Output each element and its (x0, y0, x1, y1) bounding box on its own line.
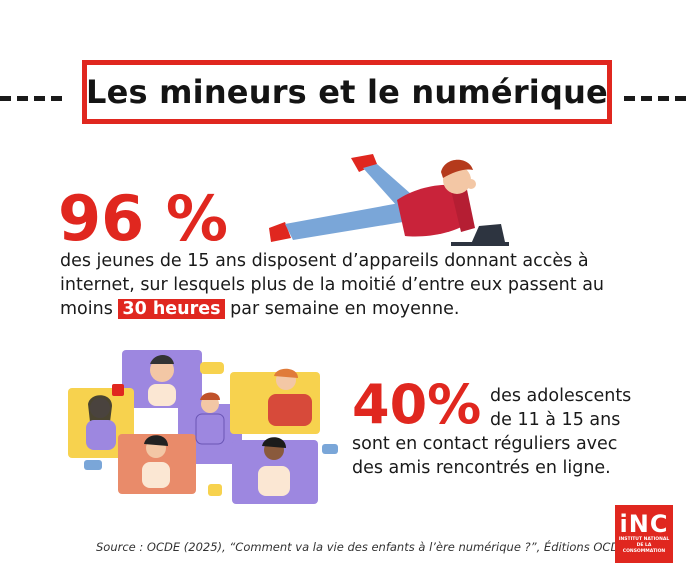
stat-contacts-lines-bottom: sont en contact réguliers avec des amis r… (352, 432, 617, 480)
logo-line-1: INSTITUT NATIONAL (618, 537, 670, 542)
right-dashed-line (624, 96, 692, 101)
video-call-friends-illustration (68, 350, 338, 504)
logo-brand: iNC (619, 510, 669, 538)
title-box: Les mineurs et le numérique (82, 60, 612, 124)
source-citation: Source : OCDE (2025), “Comment va la vie… (96, 540, 627, 554)
stat-contacts-line-1: des adolescents (490, 386, 632, 406)
stat-internet-highlight: 30 heures (118, 299, 225, 319)
stat-internet-description: des jeunes de 15 ans disposent d’apparei… (60, 249, 660, 321)
stat-contacts-lines-top: des adolescents de 11 à 15 ans (490, 384, 631, 432)
stat-contacts-line-2: de 11 à 15 ans (490, 410, 621, 430)
stat-internet-text-after: par semaine en moyenne. (224, 299, 460, 319)
stat-contacts-line-3: sont en contact réguliers avec (352, 434, 618, 454)
teen-with-laptop-illustration (269, 154, 509, 246)
inc-logo: iNC INSTITUT NATIONAL DE LA CONSOMMATION (615, 505, 673, 563)
stat-contacts-value: 40% (352, 373, 482, 436)
left-dashed-line (0, 96, 68, 101)
logo-line-2: DE LA CONSOMMATION (622, 543, 666, 554)
stat-contacts-line-4: des amis rencontrés en ligne. (352, 458, 611, 478)
page-title: Les mineurs et le numérique (86, 73, 608, 111)
stat-internet-text-before: des jeunes de 15 ans disposent d’apparei… (60, 251, 605, 319)
stat-internet-value: 96 % (58, 182, 228, 255)
